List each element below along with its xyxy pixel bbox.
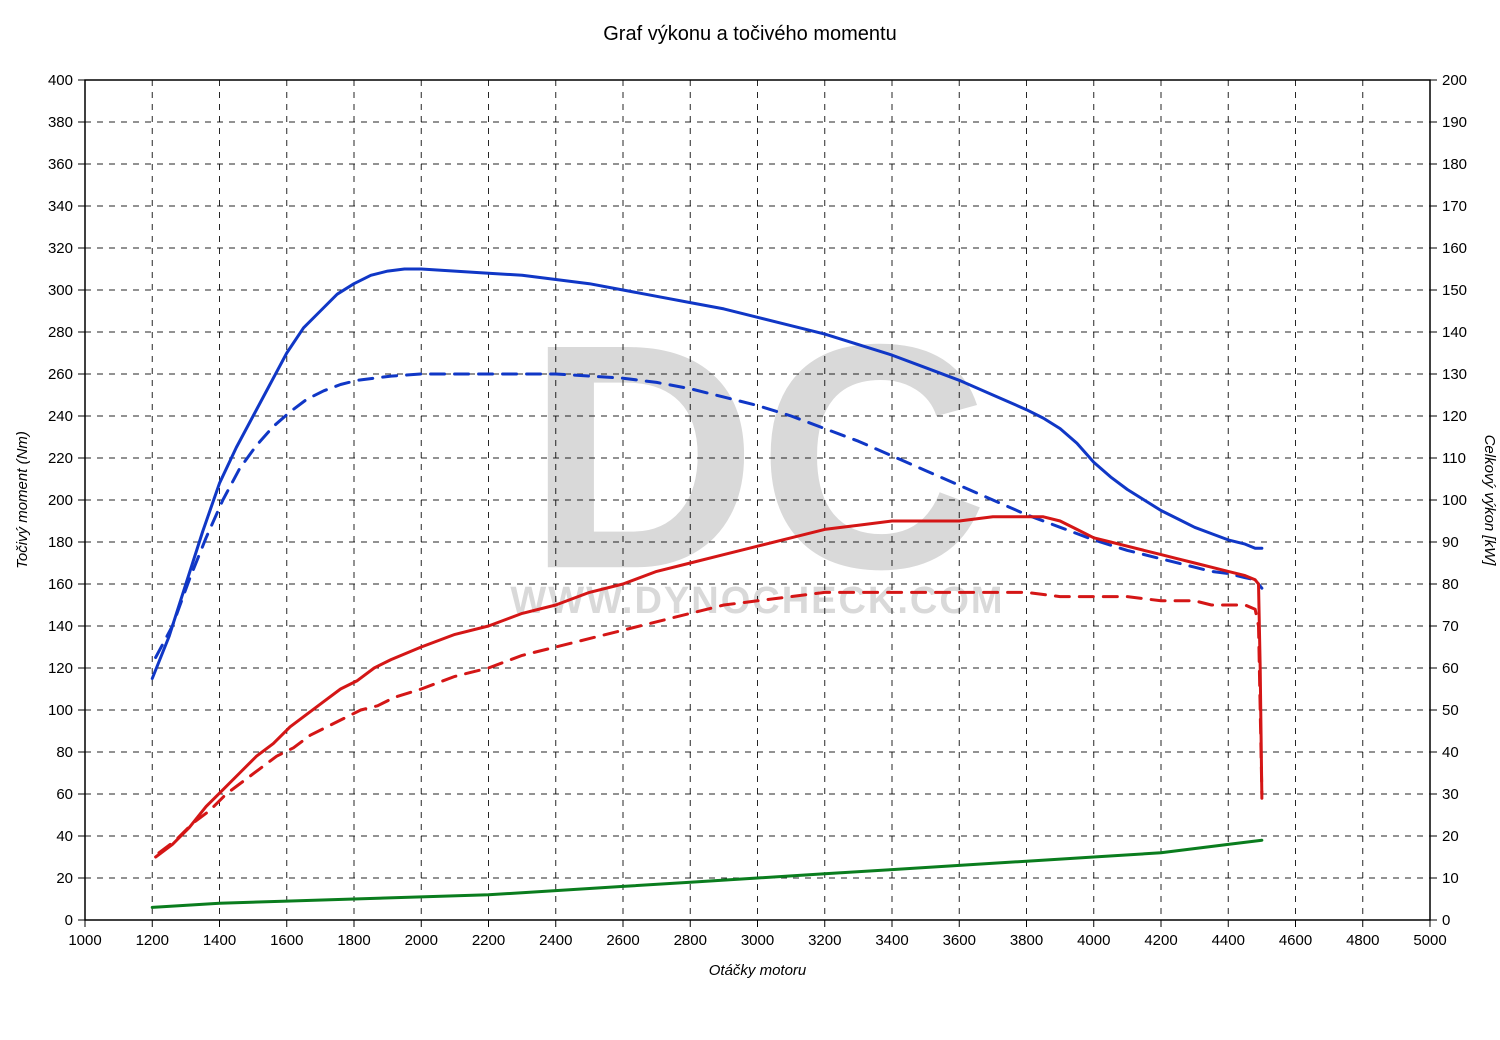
- y-right-tick-label: 80: [1442, 576, 1459, 593]
- x-tick-label: 2000: [405, 932, 438, 949]
- x-tick-label: 1400: [203, 932, 236, 949]
- y-left-tick-label: 180: [48, 534, 73, 551]
- chart-container: Graf výkonu a točivého momentuDCWWW.DYNO…: [0, 0, 1500, 1040]
- y-right-tick-label: 20: [1442, 828, 1459, 845]
- y-left-tick-label: 100: [48, 702, 73, 719]
- x-tick-label: 4400: [1212, 932, 1245, 949]
- x-tick-label: 1000: [68, 932, 101, 949]
- y-right-tick-label: 180: [1442, 156, 1467, 173]
- x-tick-label: 3800: [1010, 932, 1043, 949]
- y-right-tick-label: 70: [1442, 618, 1459, 635]
- y-left-tick-label: 260: [48, 366, 73, 383]
- y-right-tick-label: 160: [1442, 240, 1467, 257]
- x-tick-label: 3400: [875, 932, 908, 949]
- y-left-tick-label: 300: [48, 282, 73, 299]
- y-right-tick-label: 100: [1442, 492, 1467, 509]
- x-tick-label: 4800: [1346, 932, 1379, 949]
- x-tick-label: 1600: [270, 932, 303, 949]
- x-tick-label: 3000: [741, 932, 774, 949]
- x-tick-label: 4600: [1279, 932, 1312, 949]
- y-left-axis-label: Točivý moment (Nm): [14, 431, 31, 569]
- x-tick-label: 4200: [1144, 932, 1177, 949]
- y-right-tick-label: 170: [1442, 198, 1467, 215]
- y-left-tick-label: 360: [48, 156, 73, 173]
- y-right-tick-label: 40: [1442, 744, 1459, 761]
- y-right-tick-label: 140: [1442, 324, 1467, 341]
- y-left-tick-label: 20: [56, 870, 73, 887]
- y-right-tick-label: 200: [1442, 72, 1467, 89]
- x-tick-label: 2800: [674, 932, 707, 949]
- y-left-tick-label: 60: [56, 786, 73, 803]
- x-tick-label: 1800: [337, 932, 370, 949]
- y-left-tick-label: 160: [48, 576, 73, 593]
- y-left-tick-label: 0: [65, 912, 73, 929]
- y-left-tick-label: 200: [48, 492, 73, 509]
- x-tick-label: 3600: [943, 932, 976, 949]
- y-left-tick-label: 320: [48, 240, 73, 257]
- y-left-tick-label: 220: [48, 450, 73, 467]
- y-left-tick-label: 80: [56, 744, 73, 761]
- y-right-tick-label: 60: [1442, 660, 1459, 677]
- y-left-tick-label: 280: [48, 324, 73, 341]
- y-left-tick-label: 340: [48, 198, 73, 215]
- y-right-tick-label: 120: [1442, 408, 1467, 425]
- y-left-tick-label: 40: [56, 828, 73, 845]
- y-right-tick-label: 90: [1442, 534, 1459, 551]
- y-right-tick-label: 110: [1442, 450, 1466, 467]
- y-left-tick-label: 400: [48, 72, 73, 89]
- y-right-tick-label: 30: [1442, 786, 1459, 803]
- chart-title: Graf výkonu a točivého momentu: [603, 23, 896, 45]
- y-left-tick-label: 380: [48, 114, 73, 131]
- x-tick-label: 4000: [1077, 932, 1110, 949]
- y-right-tick-label: 50: [1442, 702, 1459, 719]
- y-right-tick-label: 10: [1442, 870, 1459, 887]
- y-right-tick-label: 0: [1442, 912, 1450, 929]
- y-left-tick-label: 120: [48, 660, 73, 677]
- x-tick-label: 2200: [472, 932, 505, 949]
- chart-svg: Graf výkonu a točivého momentuDCWWW.DYNO…: [0, 0, 1500, 1040]
- y-right-tick-label: 190: [1442, 114, 1467, 131]
- y-right-axis-label: Celkový výkon [kW]: [1481, 435, 1498, 567]
- y-right-tick-label: 130: [1442, 366, 1467, 383]
- x-tick-label: 1200: [136, 932, 169, 949]
- x-axis-label: Otáčky motoru: [709, 962, 807, 979]
- x-tick-label: 2400: [539, 932, 572, 949]
- y-right-tick-label: 150: [1442, 282, 1467, 299]
- y-left-tick-label: 140: [48, 618, 73, 635]
- x-tick-label: 5000: [1413, 932, 1446, 949]
- y-left-tick-label: 240: [48, 408, 73, 425]
- x-tick-label: 2600: [606, 932, 639, 949]
- x-tick-label: 3200: [808, 932, 841, 949]
